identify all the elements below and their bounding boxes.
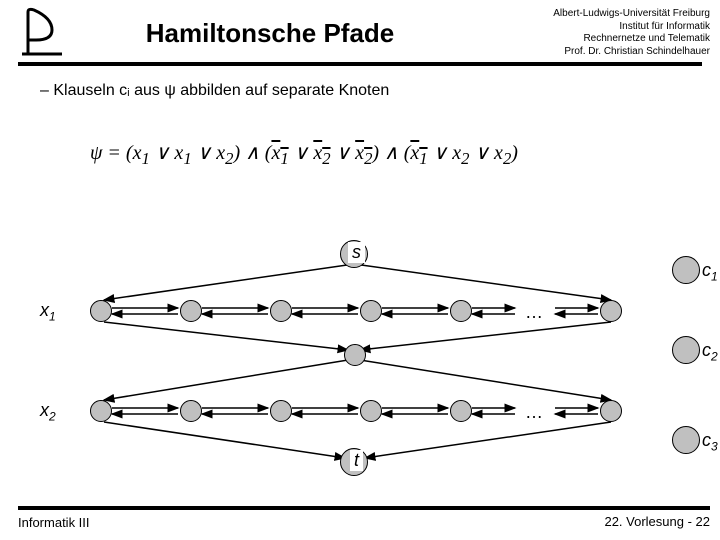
- node-c1: [672, 256, 700, 284]
- affil-line: Rechnernetze und Telematik: [553, 33, 710, 46]
- footer-left: Informatik III: [18, 515, 90, 530]
- formula: ψ = (x1 ∨ x1 ∨ x2) ∧ (x1 ∨ x2 ∨ x2) ∧ (x…: [90, 140, 518, 169]
- label-c2: c2: [702, 340, 718, 364]
- row-label-x2: x2: [40, 400, 56, 424]
- header: Hamiltonsche Pfade Albert-Ludwigs-Univer…: [0, 0, 720, 68]
- affil-line: Institut für Informatik: [553, 21, 710, 34]
- logo-icon: [22, 6, 64, 61]
- graph-node: [90, 300, 112, 322]
- label-t: t: [350, 450, 363, 471]
- graph-node: [90, 400, 112, 422]
- graph-node: [600, 400, 622, 422]
- ellipsis: …: [525, 402, 543, 423]
- affiliation: Albert-Ludwigs-Universität Freiburg Inst…: [553, 8, 710, 58]
- graph-node: [270, 300, 292, 322]
- graph-node: [270, 400, 292, 422]
- affil-line: Prof. Dr. Christian Schindelhauer: [553, 46, 710, 59]
- graph-diagram: s x1 … x2 … t c1 c2 c3: [0, 220, 720, 480]
- graph-node: [600, 300, 622, 322]
- graph-node: [450, 400, 472, 422]
- subtitle: – Klauseln cᵢ aus ψ abbilden auf separat…: [40, 82, 389, 100]
- graph-node: [180, 400, 202, 422]
- row-label-x1: x1: [40, 300, 56, 324]
- footer: Informatik III 22. Vorlesung - 22: [18, 506, 710, 532]
- node-c2: [672, 336, 700, 364]
- ellipsis: …: [525, 302, 543, 323]
- graph-node: [180, 300, 202, 322]
- graph-node: [450, 300, 472, 322]
- label-c1: c1: [702, 260, 718, 284]
- node-c3: [672, 426, 700, 454]
- graph-node: [360, 300, 382, 322]
- footer-rule: [18, 506, 710, 510]
- graph-node: [344, 344, 366, 366]
- header-rule: [18, 62, 702, 66]
- label-s: s: [348, 242, 365, 263]
- affil-line: Albert-Ludwigs-Universität Freiburg: [553, 8, 710, 21]
- label-c3: c3: [702, 430, 718, 454]
- page-title: Hamiltonsche Pfade: [85, 18, 455, 49]
- graph-node: [360, 400, 382, 422]
- footer-right: 22. Vorlesung - 22: [604, 514, 710, 529]
